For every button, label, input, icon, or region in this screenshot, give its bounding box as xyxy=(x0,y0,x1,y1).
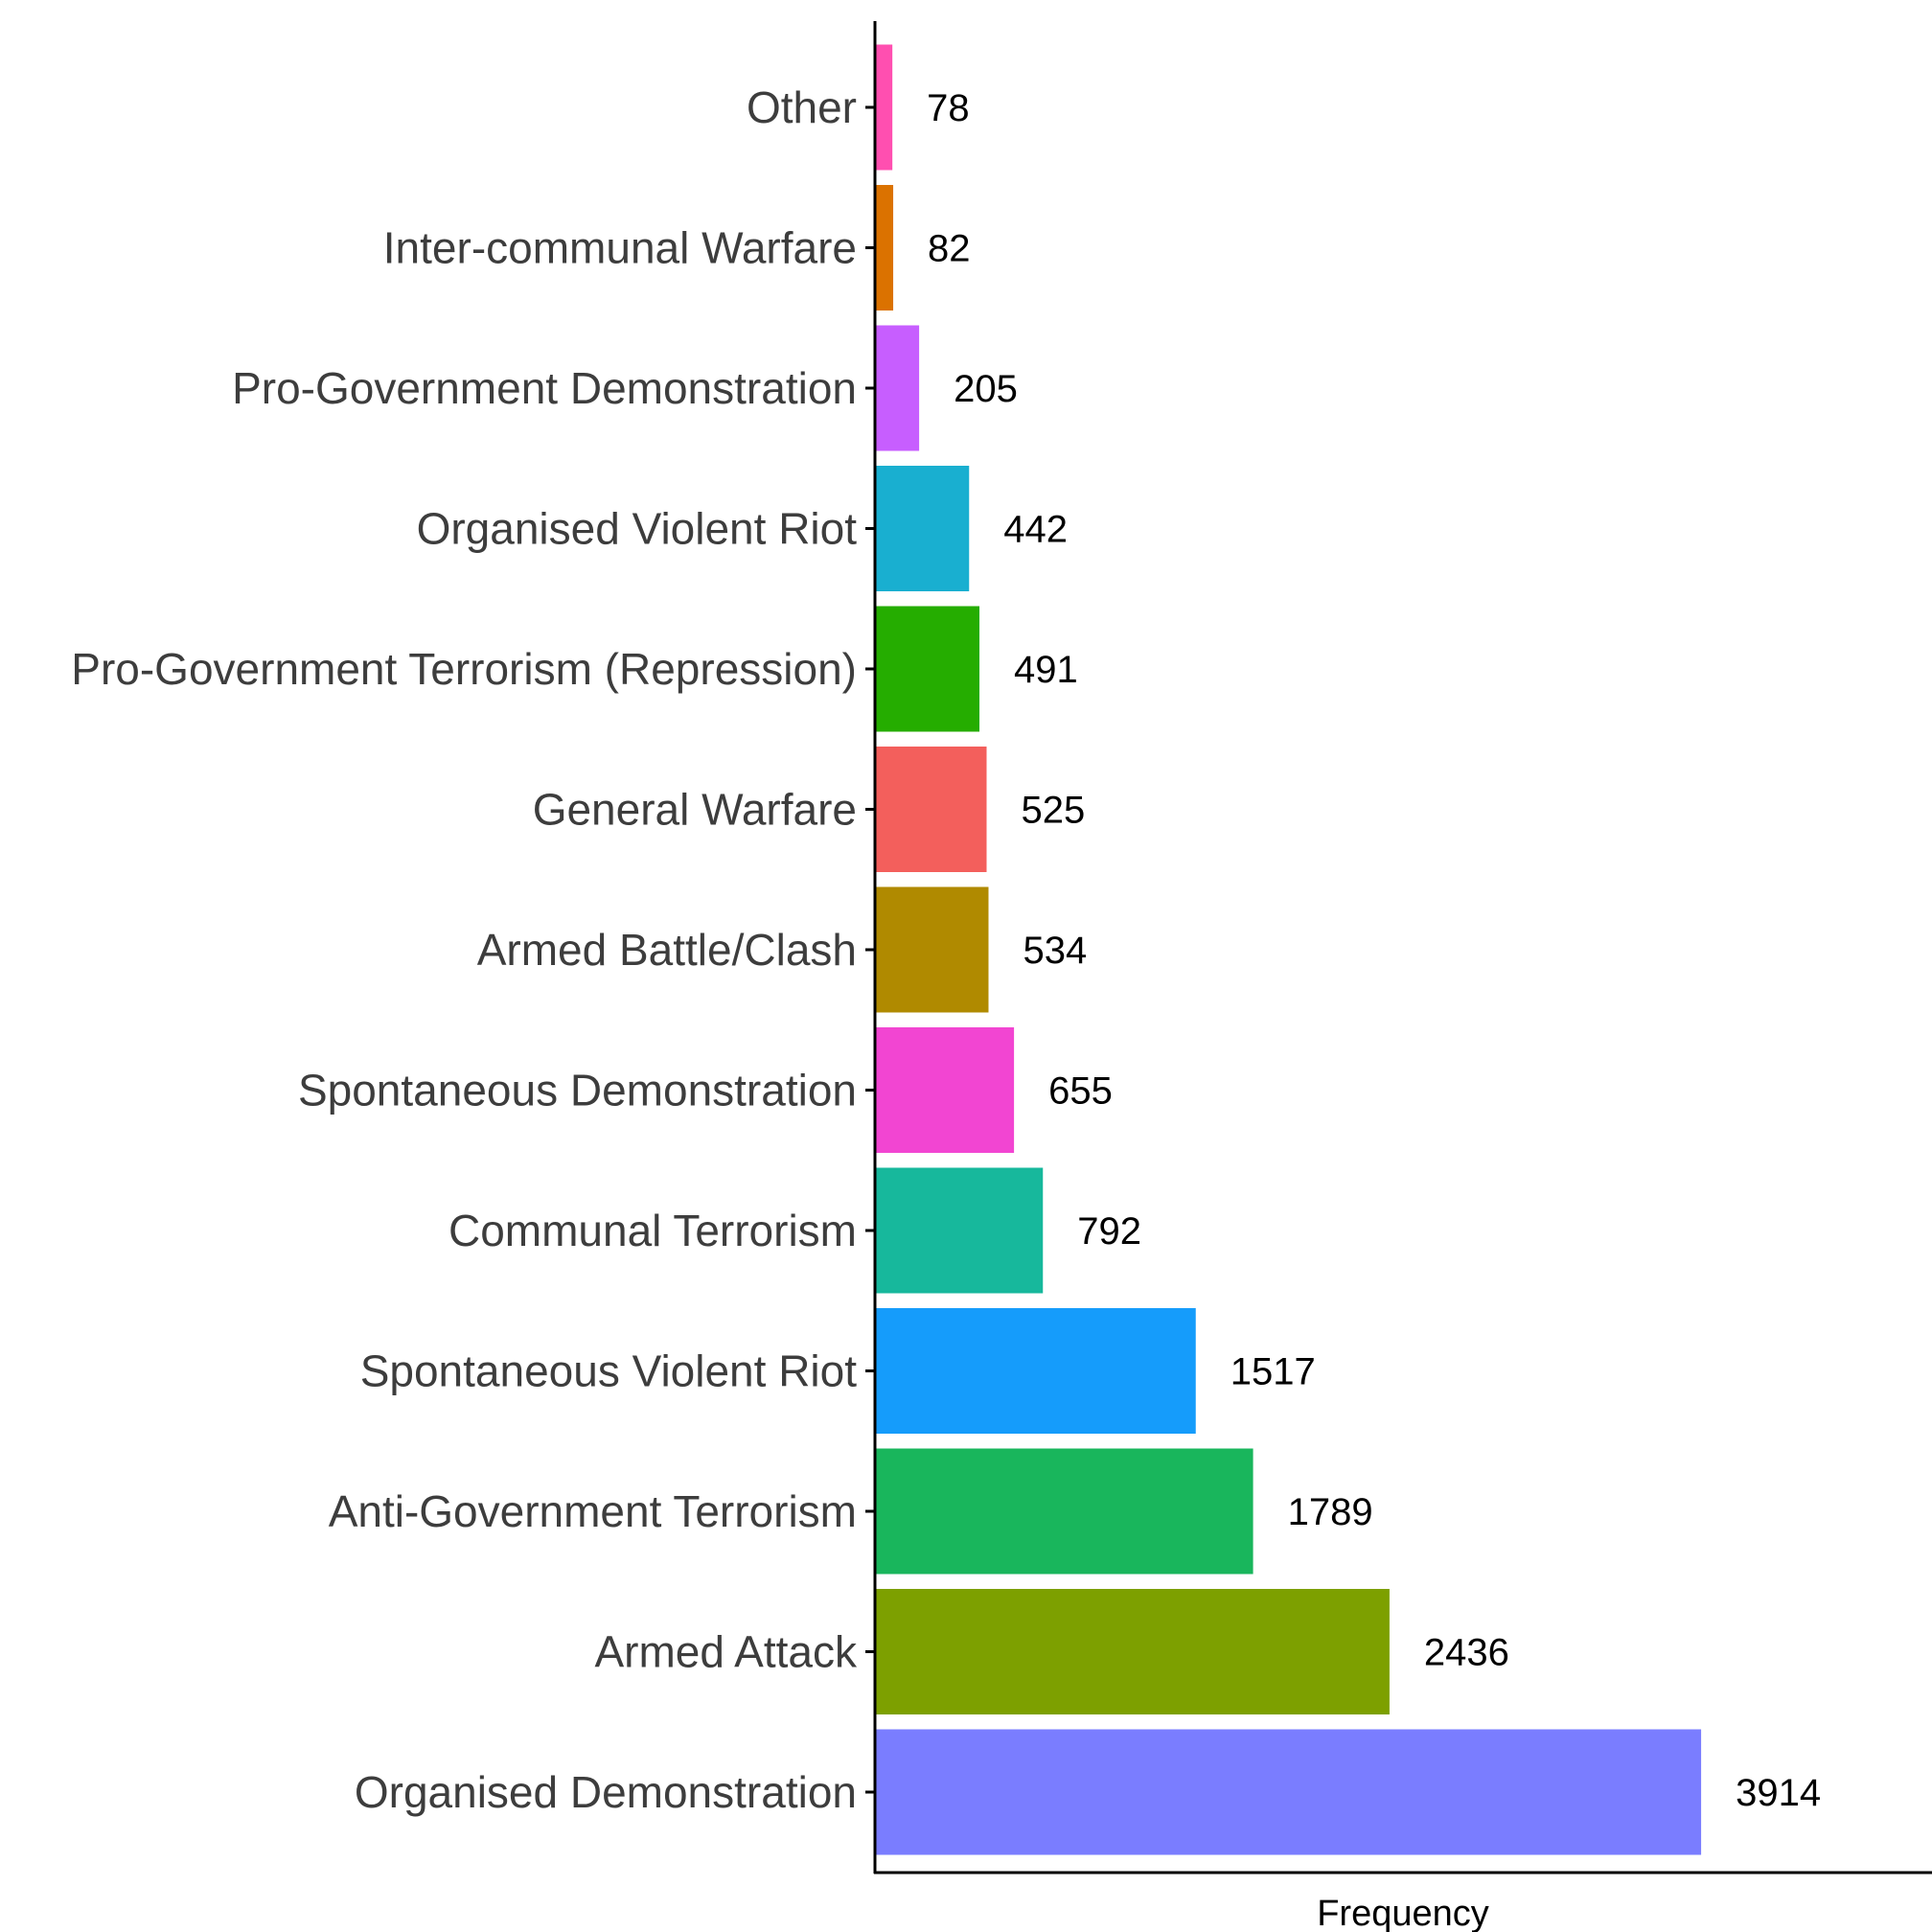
category-label: Other xyxy=(747,82,857,132)
bar xyxy=(876,466,970,591)
value-label: 2436 xyxy=(1424,1632,1509,1674)
value-label: 78 xyxy=(927,87,970,129)
value-label: 1789 xyxy=(1288,1491,1373,1533)
category-label: Anti-Government Terrorism xyxy=(329,1486,857,1536)
category-label: Spontaneous Violent Riot xyxy=(360,1346,858,1396)
bar xyxy=(876,886,989,1013)
value-label: 655 xyxy=(1048,1070,1113,1113)
category-label: Organised Violent Riot xyxy=(417,504,858,554)
bar xyxy=(876,1308,1196,1434)
bar xyxy=(876,185,894,310)
bar xyxy=(876,1729,1702,1855)
x-axis-title: Frequency xyxy=(1317,1894,1489,1932)
value-labels: 78 82 205 442 491 525 534 655 792 1517 1789 2436 391… xyxy=(927,87,1821,1814)
value-label: 3914 xyxy=(1736,1772,1821,1814)
category-labels: Other Inter-communal Warfare Pro-Governmen… xyxy=(71,82,858,1817)
value-label: 525 xyxy=(1022,790,1086,832)
value-label: 792 xyxy=(1077,1210,1141,1253)
value-label: 1517 xyxy=(1230,1351,1316,1393)
category-label: Organised Demonstration xyxy=(355,1767,857,1817)
value-label: 205 xyxy=(954,368,1018,410)
value-label: 534 xyxy=(1023,930,1087,972)
bar xyxy=(876,44,893,171)
category-label: Spontaneous Demonstration xyxy=(298,1066,857,1116)
category-label: Communal Terrorism xyxy=(448,1206,857,1255)
category-label: Inter-communal Warfare xyxy=(383,223,857,273)
bar xyxy=(876,1167,1044,1294)
category-label: Pro-Government Demonstration xyxy=(232,363,857,413)
category-label: Pro-Government Terrorism (Repression) xyxy=(71,644,857,694)
category-label: General Warfare xyxy=(533,785,857,835)
bar xyxy=(876,1448,1254,1575)
bar xyxy=(876,747,987,872)
bar xyxy=(876,1589,1390,1714)
bar-series xyxy=(876,44,1702,1855)
value-label: 442 xyxy=(1003,509,1068,551)
value-label: 82 xyxy=(928,228,971,270)
bar xyxy=(876,606,980,732)
value-label: 491 xyxy=(1014,649,1078,691)
bar xyxy=(876,325,920,451)
bar xyxy=(876,1027,1015,1153)
category-label: Armed Battle/Clash xyxy=(477,925,857,975)
category-label: Armed Attack xyxy=(594,1627,858,1677)
